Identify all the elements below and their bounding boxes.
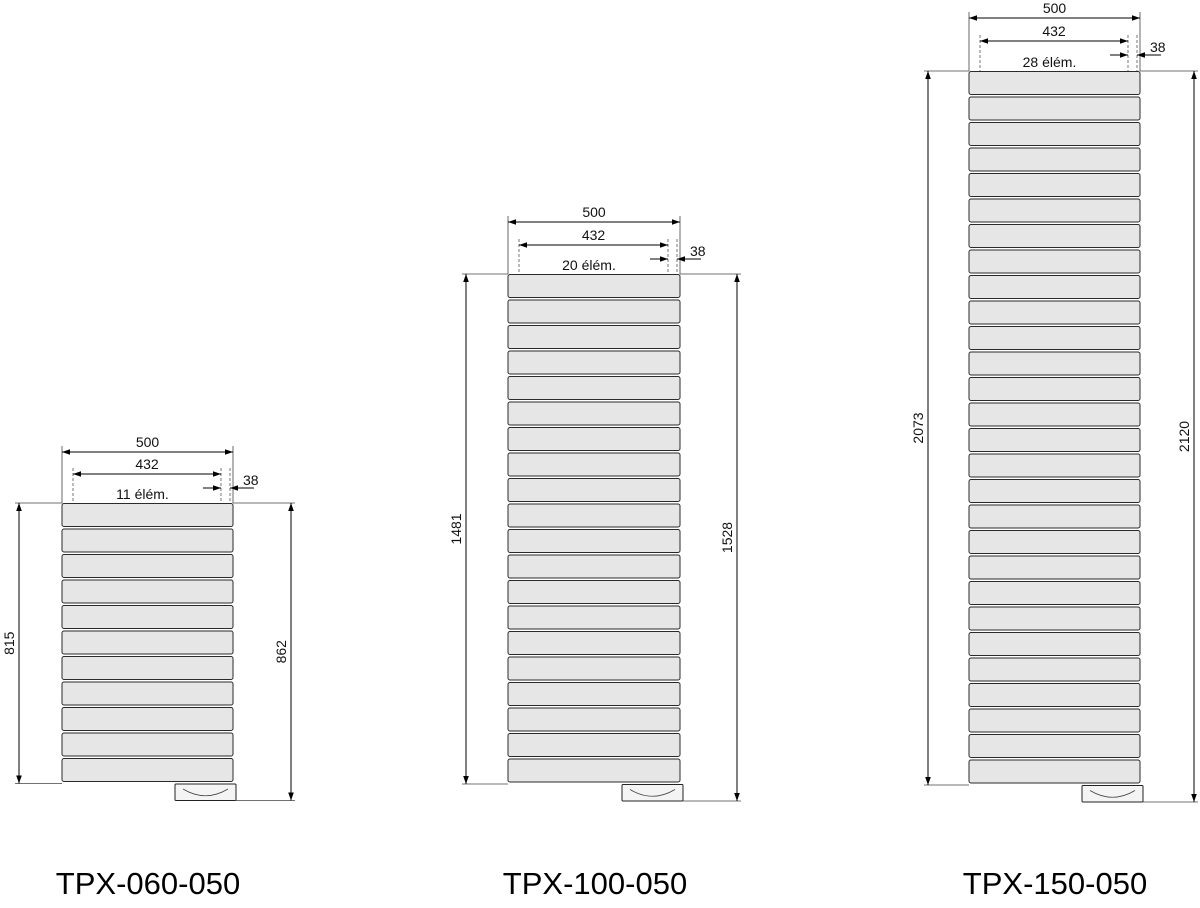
radiator-element — [61, 732, 234, 757]
height-total-dim: 1528 — [719, 522, 735, 553]
radiator-element — [507, 733, 681, 757]
radiator-element — [507, 656, 681, 681]
dimension-lines — [924, 12, 1198, 803]
radiator-element — [507, 376, 681, 400]
height-body-dim: 1481 — [448, 513, 464, 544]
valve-block — [1081, 785, 1144, 803]
radiator-element — [507, 631, 681, 655]
dimension-lines — [462, 216, 741, 802]
radiator-element — [968, 198, 1141, 223]
radiator-element — [968, 147, 1141, 172]
radiator-element — [968, 377, 1141, 401]
width-inner-dim: 432 — [1042, 23, 1066, 39]
height-body-dim: 815 — [1, 631, 17, 655]
model-label-3: TPX-150-050 — [962, 866, 1148, 901]
radiator-element — [61, 503, 234, 527]
radiator-element — [968, 71, 1141, 95]
radiator-element — [968, 173, 1141, 197]
width-total-dim: 500 — [1043, 0, 1067, 16]
width-inner-dim: 432 — [582, 227, 606, 243]
elements-count: 20 élém. — [562, 257, 616, 273]
panel-stack — [968, 71, 1144, 803]
width-inner-dim: 432 — [135, 456, 159, 472]
radiator-element — [61, 605, 234, 629]
radiator-element — [507, 682, 681, 706]
radiator-element — [507, 452, 681, 477]
radiator-element — [968, 606, 1141, 631]
radiator-element — [968, 632, 1141, 656]
radiator-element — [968, 581, 1141, 605]
radiator-element — [507, 401, 681, 426]
radiator-element — [968, 351, 1141, 376]
radiator-element — [61, 681, 234, 706]
height-body-dim: 2073 — [910, 412, 926, 443]
radiator-element — [507, 529, 681, 553]
radiator-element — [968, 326, 1141, 350]
valve-block — [621, 784, 684, 802]
offset-dim: 38 — [690, 243, 706, 259]
radiator-element — [61, 554, 234, 578]
radiator-element — [968, 683, 1141, 707]
radiator-element — [61, 579, 234, 604]
radiator-element — [968, 734, 1141, 758]
elements-count: 11 élém. — [116, 486, 169, 502]
radiator-element — [968, 224, 1141, 248]
radiator-element — [507, 707, 681, 732]
model-label-2: TPX-100-050 — [502, 866, 688, 901]
radiator-element — [968, 657, 1141, 682]
radiator-element — [61, 528, 234, 553]
radiator-element — [507, 325, 681, 349]
radiator-element — [968, 453, 1141, 478]
valve-detail — [1089, 790, 1136, 798]
model-label-1: TPX-060-050 — [55, 866, 241, 901]
offset-dim: 38 — [243, 472, 259, 488]
valve-block — [174, 783, 237, 801]
radiator-element — [507, 758, 681, 783]
radiator-element — [507, 554, 681, 579]
dimension-lines — [15, 446, 295, 801]
radiator-element — [968, 428, 1141, 452]
radiator-element — [968, 530, 1141, 554]
radiator-element — [507, 503, 681, 528]
radiator-element — [968, 479, 1141, 503]
panel-stack — [61, 503, 237, 801]
radiator-element — [968, 759, 1141, 784]
height-total-dim: 862 — [273, 640, 289, 664]
height-total-dim: 2120 — [1176, 421, 1192, 452]
radiator-element — [61, 707, 234, 731]
radiator-element — [507, 274, 681, 298]
radiator-element — [968, 275, 1141, 299]
valve-detail — [629, 789, 676, 797]
radiator-element — [507, 350, 681, 375]
radiator-element — [507, 299, 681, 324]
radiator-element — [968, 708, 1141, 733]
radiator-element — [507, 478, 681, 502]
radiator-element — [968, 122, 1141, 146]
radiator-element — [61, 656, 234, 680]
radiator-element — [61, 758, 234, 782]
radiator-element — [968, 504, 1141, 529]
radiator-element — [507, 605, 681, 630]
elements-count: 28 élém. — [1023, 54, 1077, 70]
width-total-dim: 500 — [582, 204, 606, 220]
radiator-element — [968, 555, 1141, 580]
radiator-element — [968, 402, 1141, 427]
radiator-drawing-2: 500 432 38 20 élém. 1481 1528 — [448, 204, 741, 802]
radiator-drawing-3: 500 432 38 28 élém. 2073 2120 — [910, 0, 1198, 803]
radiator-element — [507, 427, 681, 451]
radiator-drawing-1: 500 432 38 11 élém. 815 862 — [1, 434, 295, 801]
radiator-element — [61, 630, 234, 655]
offset-dim: 38 — [1150, 39, 1166, 55]
panel-stack — [507, 274, 684, 802]
radiator-element — [968, 300, 1141, 325]
radiator-element — [968, 249, 1141, 274]
radiator-element — [507, 580, 681, 604]
valve-detail — [182, 788, 229, 797]
radiator-element — [968, 96, 1141, 121]
width-total-dim: 500 — [136, 434, 160, 450]
